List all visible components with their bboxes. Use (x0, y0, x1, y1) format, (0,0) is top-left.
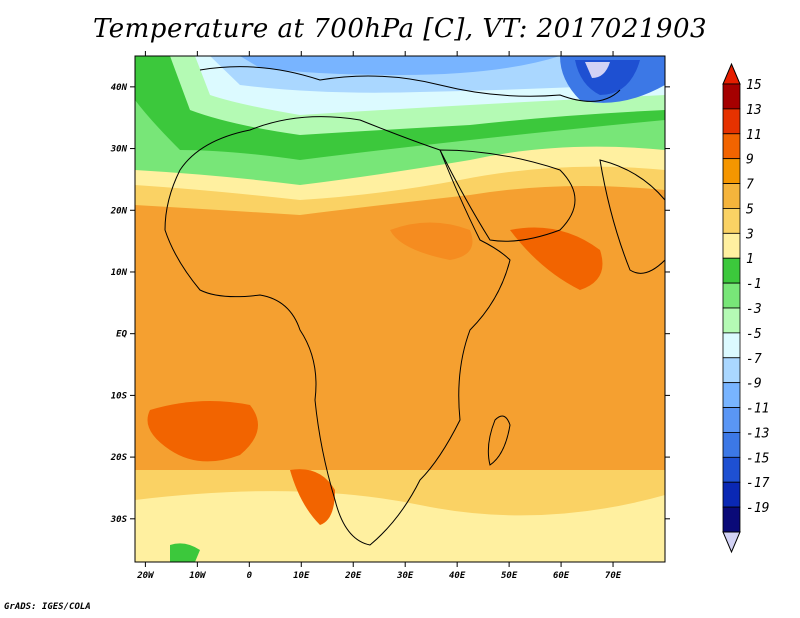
colorbar-swatch (722, 133, 741, 160)
temperature-field (135, 56, 665, 562)
lon-tick-label: 20W (136, 571, 155, 581)
arabia-coastline (439, 149, 576, 242)
colorbar-label: 13 (746, 103, 762, 118)
colorbar-top-arrow (722, 62, 741, 85)
colorbar-label: -13 (746, 426, 769, 441)
lon-tick-label: 0 (247, 571, 253, 581)
colorbar-swatch (722, 332, 741, 359)
colorbar-swatch (722, 158, 741, 184)
lon-tick-label: 20E (344, 571, 362, 581)
colorbar-bottom-arrow (722, 531, 741, 554)
colorbar-label: 3 (745, 227, 754, 242)
colorbar-swatch (722, 282, 741, 309)
lat-tick-label: 10S (111, 391, 128, 401)
colorbar-label: 11 (746, 128, 762, 143)
lon-tick-label: 40E (449, 571, 466, 581)
colorbar-label: 9 (746, 153, 754, 168)
colorbar-swatch (722, 357, 741, 384)
colorbar-label: -7 (746, 352, 762, 367)
colorbar-label: -5 (746, 327, 762, 342)
lat-tick-label: 10N (111, 268, 128, 278)
latitude-axis: 40N 30N 20N 10N EQ 10S 20S 30S (110, 83, 670, 525)
lon-tick-label: 10E (293, 571, 310, 581)
colorbar-swatch (722, 183, 741, 209)
colorbar-swatch (722, 307, 741, 334)
colorbar-swatch (722, 456, 741, 483)
colorbar-swatch (722, 506, 741, 533)
colorbar-label: 15 (746, 78, 762, 93)
colorbar-label: -19 (746, 501, 769, 516)
colorbar-label: -17 (746, 476, 770, 491)
colorbar-label: -11 (746, 402, 769, 417)
lat-tick-label: EQ (116, 330, 127, 340)
colorbar-label: -3 (746, 302, 762, 317)
lon-tick-label: 10W (189, 571, 207, 581)
colorbar-label: -9 (746, 377, 762, 392)
colorbar-label: -15 (746, 451, 770, 466)
colorbar-swatch (722, 481, 741, 508)
madagascar-coastline (487, 415, 511, 466)
colorbar-label: 7 (746, 178, 754, 193)
lat-tick-label: 40N (111, 83, 128, 93)
lat-tick-label: 20S (110, 453, 128, 463)
map-frame (134, 55, 666, 563)
lon-tick-label: 30E (396, 571, 414, 581)
lat-tick-label: 30S (110, 515, 128, 525)
lon-tick-label: 50E (501, 571, 518, 581)
colorbar-swatch (722, 83, 741, 110)
colorbar: 15 13 11 9 7 5 3 1 -1 -3 -5 -7 -9 -11 -13 -15 -17 -19 (722, 62, 770, 554)
europe-coastline (199, 66, 621, 102)
colorbar-swatch (722, 382, 741, 408)
colorbar-label: -1 (746, 277, 762, 292)
colorbar-swatch (722, 232, 741, 259)
africa-coastline (164, 116, 511, 546)
colorbar-label: 1 (746, 252, 754, 267)
credit-text: GrADS: IGES/COLA (4, 602, 91, 612)
lon-tick-label: 60E (553, 571, 570, 581)
lat-tick-label: 20N (110, 206, 128, 216)
colorbar-swatch (722, 208, 741, 234)
colorbar-swatch (722, 407, 741, 433)
colorbar-swatch (722, 108, 741, 135)
colorbar-swatch (722, 432, 741, 458)
colorbar-swatch (722, 257, 741, 284)
longitude-axis: 20W 10W 0 10E 20E 30E 40E 50E 60E 70E (136, 51, 622, 581)
lat-tick-label: 30N (110, 145, 128, 155)
map-title: Temperature at 700hPa [C], VT: 201702190… (92, 14, 708, 44)
colorbar-label: 5 (746, 202, 754, 217)
india-coastline (599, 159, 665, 274)
lon-tick-label: 70E (605, 571, 622, 581)
